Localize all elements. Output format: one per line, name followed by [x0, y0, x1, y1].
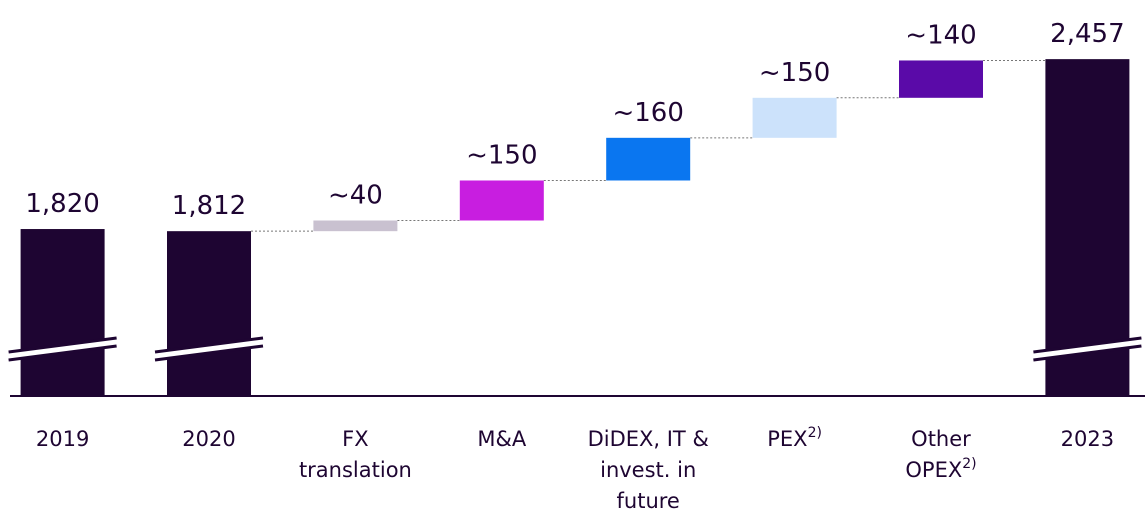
- axis-break-line: [154, 344, 264, 362]
- axis-break-line: [1033, 344, 1142, 362]
- value-label: ~150: [759, 58, 830, 88]
- axis-break-line: [8, 336, 117, 354]
- x-tick-label-line: translation: [299, 458, 412, 482]
- bar: [899, 60, 983, 98]
- x-tick-label: Other OPEX2): [905, 427, 976, 482]
- x-tick-label-line: PEX: [767, 427, 807, 451]
- axis-break-line: [1033, 336, 1142, 354]
- x-tick-label: PEX2): [767, 425, 822, 451]
- axis-break-line: [8, 344, 117, 362]
- value-label: ~140: [905, 20, 976, 50]
- x-tick-label-line: invest. in: [600, 458, 696, 482]
- x-tick-label: FX translation: [299, 427, 412, 482]
- bar: [313, 220, 398, 232]
- x-tick-label-line: 2019: [36, 427, 89, 451]
- bar: [1045, 59, 1130, 397]
- x-tick-label-line: OPEX: [905, 458, 962, 482]
- value-label: 2,457: [1050, 19, 1124, 49]
- footnote-mark: 2): [808, 425, 822, 441]
- x-tick-label: 2019: [36, 427, 89, 451]
- axis-break: [1033, 338, 1142, 360]
- x-tick-label: M&A: [477, 427, 526, 451]
- x-tick-label-line: future: [617, 489, 680, 513]
- bar: [459, 180, 544, 221]
- x-tick-label-line: 2020: [182, 427, 235, 451]
- value-label: 1,812: [172, 191, 246, 221]
- bar: [167, 231, 251, 396]
- value-label: 1,820: [25, 189, 99, 219]
- x-tick-label-line: Other: [911, 427, 971, 451]
- x-tick-label-line: FX: [342, 427, 368, 451]
- bar: [606, 137, 691, 181]
- axis-break: [155, 338, 263, 360]
- value-label: ~160: [612, 98, 683, 128]
- x-tick-label: DiDEX, IT & invest. in future: [588, 427, 709, 513]
- x-tick-label-line: 2023: [1061, 427, 1114, 451]
- axis-break-line: [154, 336, 264, 354]
- value-label: ~150: [466, 140, 537, 170]
- bar: [752, 97, 837, 138]
- x-tick-label-line: DiDEX, IT &: [588, 427, 709, 451]
- axis-break: [8, 338, 117, 360]
- x-tick-label: 2020: [182, 427, 235, 451]
- bar: [20, 229, 105, 396]
- footnote-mark: 2): [962, 456, 976, 472]
- x-tick-label-line: M&A: [477, 427, 526, 451]
- x-tick-label: 2023: [1061, 427, 1114, 451]
- value-label: ~40: [328, 180, 383, 210]
